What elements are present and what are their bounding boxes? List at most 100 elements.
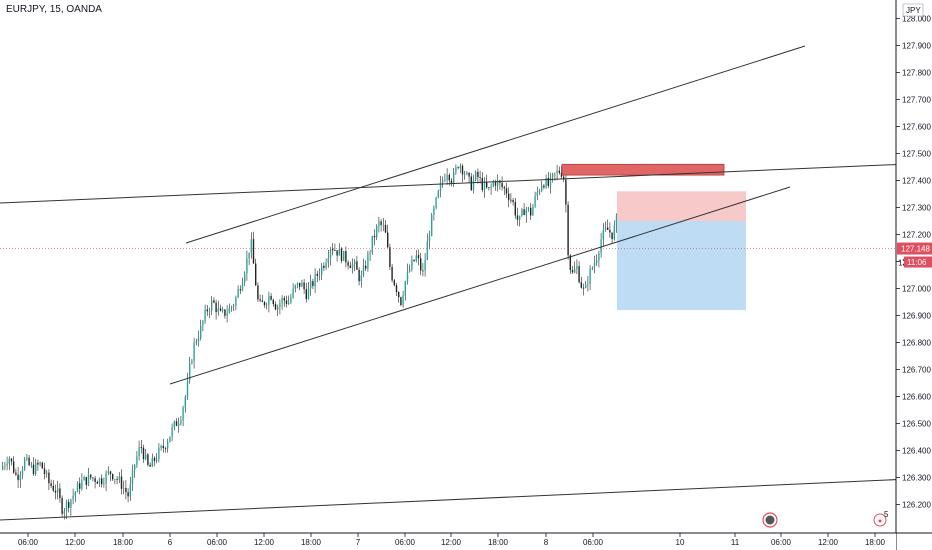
candle-body (101, 478, 103, 485)
candle-body (171, 427, 173, 437)
candle-body (596, 260, 598, 263)
y-tick-label: 127.800 (902, 69, 931, 78)
candle-body (138, 447, 140, 457)
candle-body (149, 464, 151, 467)
candle-body (200, 325, 202, 339)
candle-body (46, 472, 48, 475)
x-tick-label: 06:00 (771, 538, 792, 547)
candle-body (147, 454, 149, 465)
candle-body (299, 282, 301, 287)
candle-body (501, 182, 503, 188)
candle-body (481, 178, 483, 191)
candle-body (153, 457, 156, 461)
x-tick-label: 10 (676, 538, 685, 547)
candle-body (244, 273, 246, 283)
price-axis[interactable]: 128.000 127.900 127.800 127.700 127.600 127.5… (895, 0, 932, 550)
candle-body (123, 487, 125, 489)
candle-body (15, 472, 17, 475)
candle-body (369, 252, 371, 254)
candle-body (334, 250, 336, 252)
candle-body (301, 282, 303, 287)
candle-body (182, 407, 184, 421)
candle-body (215, 302, 217, 313)
candle-body (508, 193, 510, 200)
candle-body (389, 247, 391, 267)
long-term-support-line[interactable] (0, 477, 932, 521)
x-tick-label: 18:00 (865, 538, 886, 547)
candle-body (554, 172, 556, 174)
candle-body (94, 478, 96, 482)
candle-body (457, 167, 459, 169)
take-profit-zone (617, 221, 746, 311)
candle-body (285, 300, 288, 304)
y-tick-label: 127.000 (902, 285, 931, 294)
candle-body (228, 307, 230, 314)
candle-body (160, 445, 162, 448)
x-tick-label: 12:00 (441, 538, 462, 547)
candle-body (145, 454, 147, 460)
candle-body (543, 185, 545, 188)
candle-body (63, 511, 65, 514)
candle-body (514, 202, 516, 216)
candle-body (521, 209, 523, 216)
candle-body (347, 262, 349, 266)
candle-body (607, 227, 609, 230)
candle-body (602, 229, 604, 240)
candle-body (598, 253, 600, 261)
candle-body (565, 179, 567, 205)
candle-body (404, 281, 406, 296)
candle-body (48, 472, 50, 484)
x-tick-label: 18:00 (113, 538, 134, 547)
candle-body (294, 285, 296, 289)
replay-icon-core (765, 515, 775, 525)
candle-body (323, 265, 325, 268)
currency-badge[interactable] (902, 3, 924, 17)
candle-body (424, 260, 426, 271)
candle-body (461, 165, 464, 175)
horizontal-resistance-line[interactable] (0, 162, 932, 204)
candle-body (248, 252, 250, 259)
candle-body (552, 173, 554, 177)
trend-drawings (0, 45, 932, 521)
candle-body (536, 192, 538, 196)
candle-body (356, 261, 358, 270)
alert-icon-dot (878, 519, 882, 523)
time-axis[interactable]: 06:00 12:00 18:00 6 06:00 12:00 18:00 7 06:00 12:… (0, 510, 932, 550)
candle-body (376, 225, 378, 238)
candle-body (235, 297, 237, 306)
candle-body (589, 268, 591, 284)
candle-body (545, 177, 547, 188)
lower-channel-line[interactable] (169, 186, 791, 385)
candle-body (351, 264, 354, 268)
candle-body (61, 498, 63, 514)
candle-body (316, 273, 318, 276)
candle-body (373, 235, 376, 238)
candle-body (567, 204, 569, 256)
candle-body (65, 501, 68, 512)
candle-body (193, 342, 195, 361)
candle-body (492, 182, 494, 187)
y-tick-label: 126.700 (902, 366, 931, 375)
candle-body (127, 492, 129, 497)
candle-body (59, 488, 61, 499)
countdown-label: 11:06 (907, 258, 927, 267)
candle-body (549, 176, 552, 186)
candle-body (92, 477, 94, 479)
upper-channel-line[interactable] (185, 45, 806, 244)
candle-body (505, 188, 508, 194)
candle-body (417, 255, 420, 259)
candle-body (516, 215, 519, 220)
candle-body (98, 478, 101, 484)
candle-body (578, 266, 580, 283)
candle-body (503, 187, 505, 189)
x-tick-label: 7 (356, 538, 361, 547)
candle-body (488, 187, 490, 189)
candle-body (13, 461, 15, 473)
candle-body (292, 288, 294, 298)
candle-body (411, 259, 413, 270)
candle-body (180, 420, 182, 424)
candle-body (90, 474, 92, 478)
candle-body (475, 171, 477, 180)
candle-body (274, 304, 277, 310)
